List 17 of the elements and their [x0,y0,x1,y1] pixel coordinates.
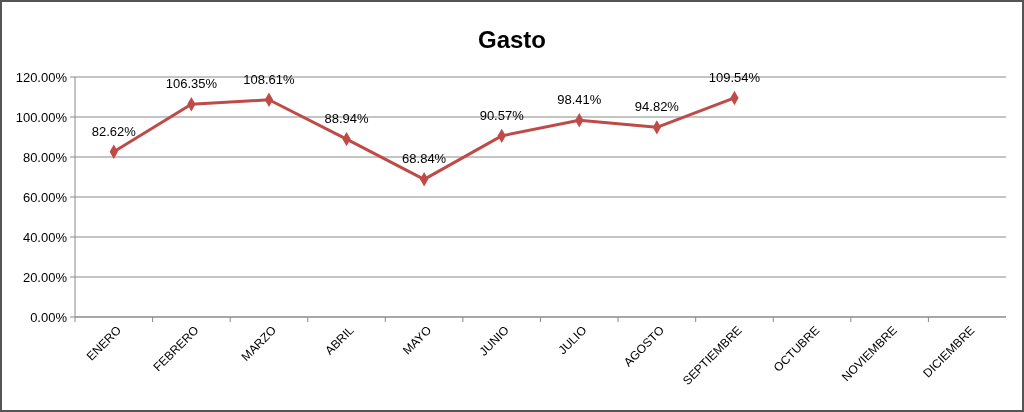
data-label: 90.57% [479,107,525,123]
y-tick-label: 40.00% [22,229,68,245]
data-label: 106.35% [165,76,218,92]
data-label: 68.84% [402,151,447,167]
y-tick-label: 80.00% [22,149,68,165]
y-tick-label: 60.00% [22,189,68,205]
chart-title: Gasto [477,26,547,53]
y-tick-label: 20.00% [22,269,68,285]
data-label: 109.54% [708,69,761,85]
y-tick-label: 120.00% [15,69,68,85]
data-label: 94.82% [634,99,680,115]
data-label: 98.41% [557,92,602,108]
y-tick-label: 0.00% [30,309,68,325]
data-label: 82.62% [91,123,137,139]
data-label: 108.61% [243,71,296,87]
y-tick-label: 100.00% [15,109,68,125]
data-label: 88.94% [324,111,370,127]
